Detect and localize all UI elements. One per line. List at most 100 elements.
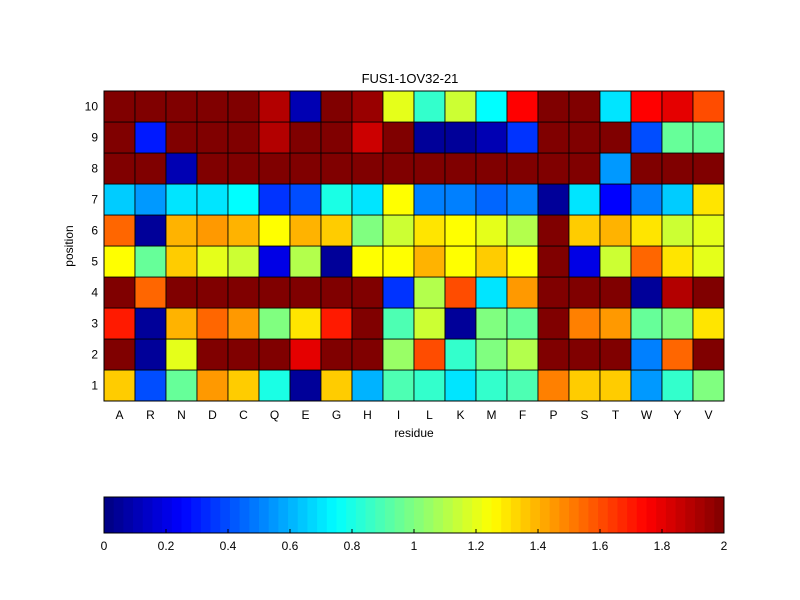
x-tick-label: F xyxy=(519,408,526,422)
heatmap-cell xyxy=(196,245,229,278)
colorbar-swatch xyxy=(297,497,308,533)
heatmap-cell xyxy=(413,338,446,371)
colorbar-swatch xyxy=(520,497,531,533)
heatmap-cell xyxy=(351,276,384,309)
colorbar-swatch xyxy=(133,497,144,533)
colorbar-swatch xyxy=(200,497,211,533)
heatmap-cell xyxy=(289,307,322,340)
heatmap-cell xyxy=(351,245,384,278)
x-tick-label: N xyxy=(177,408,186,422)
colorbar-tick-label: 1.6 xyxy=(592,539,609,553)
heatmap-cell xyxy=(692,276,725,309)
colorbar-swatch xyxy=(481,497,492,533)
colorbar-swatch xyxy=(714,497,725,533)
heatmap-cell xyxy=(506,338,539,371)
heatmap-cell xyxy=(661,152,694,185)
colorbar-swatch xyxy=(588,497,599,533)
heatmap-cell xyxy=(413,307,446,340)
heatmap-cell xyxy=(382,369,415,402)
heatmap-cell xyxy=(289,121,322,154)
colorbar-swatch xyxy=(704,497,715,533)
heatmap-cell xyxy=(506,307,539,340)
heatmap-cell xyxy=(661,276,694,309)
heatmap-cell xyxy=(227,276,260,309)
colorbar-swatch xyxy=(259,497,270,533)
heatmap-cell xyxy=(661,307,694,340)
heatmap-cell xyxy=(382,338,415,371)
heatmap-cell xyxy=(196,183,229,216)
heatmap-cell xyxy=(289,214,322,247)
heatmap-cell xyxy=(289,152,322,185)
heatmap-cell xyxy=(382,121,415,154)
heatmap-cell xyxy=(320,90,353,123)
heatmap-cell xyxy=(165,214,198,247)
heatmap-cell xyxy=(351,338,384,371)
heatmap-cell xyxy=(568,183,601,216)
heatmap-cell xyxy=(661,121,694,154)
colorbar-swatch xyxy=(685,497,696,533)
heatmap-cell xyxy=(196,90,229,123)
x-tick-label: P xyxy=(549,408,557,422)
colorbar-swatch xyxy=(607,497,618,533)
colorbar-swatch xyxy=(365,497,376,533)
heatmap-cell xyxy=(692,152,725,185)
colorbar-swatch xyxy=(404,497,415,533)
colorbar xyxy=(103,496,725,534)
heatmap-cell xyxy=(196,276,229,309)
y-tick-label: 8 xyxy=(91,162,98,176)
heatmap-cell xyxy=(165,307,198,340)
heatmap-cell xyxy=(444,369,477,402)
heatmap-cell xyxy=(506,369,539,402)
heatmap-cell xyxy=(289,183,322,216)
heatmap-cell xyxy=(692,307,725,340)
heatmap-cell xyxy=(599,121,632,154)
colorbar-swatch xyxy=(278,497,289,533)
heatmap-cell xyxy=(165,152,198,185)
colorbar-swatch xyxy=(414,497,425,533)
heatmap-cell xyxy=(444,183,477,216)
heatmap-cell xyxy=(692,183,725,216)
heatmap-cell xyxy=(630,214,663,247)
y-tick-label: 9 xyxy=(91,131,98,145)
heatmap-cell xyxy=(630,369,663,402)
heatmap-cell xyxy=(444,121,477,154)
colorbar-swatch xyxy=(569,497,580,533)
heatmap-cell xyxy=(599,369,632,402)
heatmap-cell xyxy=(320,245,353,278)
heatmap-cell xyxy=(258,183,291,216)
x-tick-label: R xyxy=(146,408,155,422)
heatmap-cell xyxy=(320,307,353,340)
heatmap-cell xyxy=(165,121,198,154)
heatmap-cell xyxy=(444,338,477,371)
heatmap-cell xyxy=(692,214,725,247)
x-tick-label: T xyxy=(612,408,620,422)
heatmap-cell xyxy=(258,307,291,340)
heatmap-cell xyxy=(258,338,291,371)
x-tick-label: K xyxy=(456,408,464,422)
colorbar-tick-label: 0.8 xyxy=(344,539,361,553)
heatmap-cell xyxy=(537,183,570,216)
heatmap-cell xyxy=(258,90,291,123)
heatmap-cell xyxy=(537,121,570,154)
heatmap-cell xyxy=(382,276,415,309)
y-tick-label: 4 xyxy=(91,286,98,300)
colorbar-tick-label: 0.6 xyxy=(282,539,299,553)
heatmap-cell xyxy=(475,152,508,185)
colorbar-swatch xyxy=(239,497,250,533)
heatmap-cell xyxy=(165,276,198,309)
heatmap-cell xyxy=(258,276,291,309)
heatmap-cell xyxy=(227,183,260,216)
heatmap-cell xyxy=(289,338,322,371)
heatmap-cell xyxy=(351,121,384,154)
heatmap-cell xyxy=(103,183,136,216)
y-tick-label: 7 xyxy=(91,193,98,207)
heatmap-cell xyxy=(103,307,136,340)
colorbar-swatch xyxy=(578,497,589,533)
heatmap-cell xyxy=(537,90,570,123)
colorbar-swatch xyxy=(288,497,299,533)
heatmap-cell xyxy=(692,90,725,123)
x-axis-label: residue xyxy=(394,426,434,440)
heatmap-cell xyxy=(382,214,415,247)
